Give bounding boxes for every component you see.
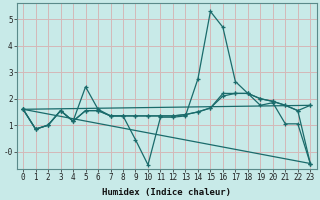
X-axis label: Humidex (Indice chaleur): Humidex (Indice chaleur)	[102, 188, 231, 197]
